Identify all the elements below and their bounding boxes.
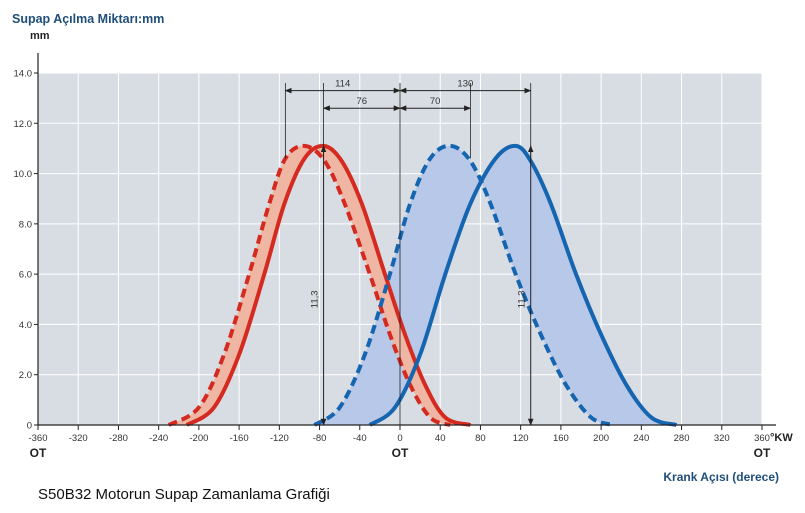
x-axis-label: Krank Açısı (derece) xyxy=(663,470,779,484)
x-tick-label: -360 xyxy=(28,433,47,444)
x-tick-label: -200 xyxy=(189,433,208,444)
chart-caption: S50B32 Motorun Supap Zamanlama Grafiği xyxy=(38,486,330,503)
y-tick-label: 14.0 xyxy=(14,69,33,80)
x-tick-label: 40 xyxy=(435,433,446,444)
span-114-label: 114 xyxy=(335,79,350,90)
x-tick-label: 120 xyxy=(513,433,529,444)
y-tick-label: 12.0 xyxy=(14,119,33,130)
y-tick-label: 0 xyxy=(27,421,32,432)
chart-title: Supap Açılma Miktarı:mm xyxy=(12,12,165,26)
y-tick-label: 8.0 xyxy=(19,219,32,230)
y-tick-label: 6.0 xyxy=(19,270,32,281)
x-tick-label: -240 xyxy=(149,433,168,444)
ot-label: OT xyxy=(30,446,47,460)
x-tick-label: -40 xyxy=(353,433,367,444)
x-tick-label: 80 xyxy=(475,433,486,444)
x-tick-label: 360 xyxy=(754,433,770,444)
y-axis-label: mm xyxy=(30,30,50,42)
x-tick-label: 160 xyxy=(553,433,569,444)
x-tick-label: -320 xyxy=(69,433,88,444)
lift-arrow-right-label: 11,3 xyxy=(517,290,528,308)
x-tick-label: 200 xyxy=(593,433,609,444)
x-tick-label: -80 xyxy=(313,433,327,444)
x-tick-label: 280 xyxy=(674,433,690,444)
x-tick-label: -280 xyxy=(109,433,128,444)
y-tick-label: 4.0 xyxy=(19,320,32,331)
ot-label: OT xyxy=(754,446,771,460)
lift-arrow-left-label: 11,3 xyxy=(310,290,321,308)
series-line-0 xyxy=(167,143,452,427)
x-tick-label: 0 xyxy=(397,433,402,444)
series-line-3 xyxy=(368,143,678,427)
x-tick-label: 240 xyxy=(633,433,649,444)
span-130-label: 130 xyxy=(457,79,473,90)
y-tick-label: 10.0 xyxy=(14,169,33,180)
series-line-2 xyxy=(313,143,614,427)
span-70-label: 70 xyxy=(430,96,441,107)
x-unit-label: °KW xyxy=(770,432,793,444)
span-76-label: 76 xyxy=(356,96,367,107)
x-tick-label: 320 xyxy=(714,433,730,444)
y-tick-label: 2.0 xyxy=(19,370,32,381)
x-tick-label: -120 xyxy=(270,433,289,444)
x-tick-label: -160 xyxy=(230,433,249,444)
series-line-1 xyxy=(185,143,471,427)
ot-label: OT xyxy=(392,446,409,460)
